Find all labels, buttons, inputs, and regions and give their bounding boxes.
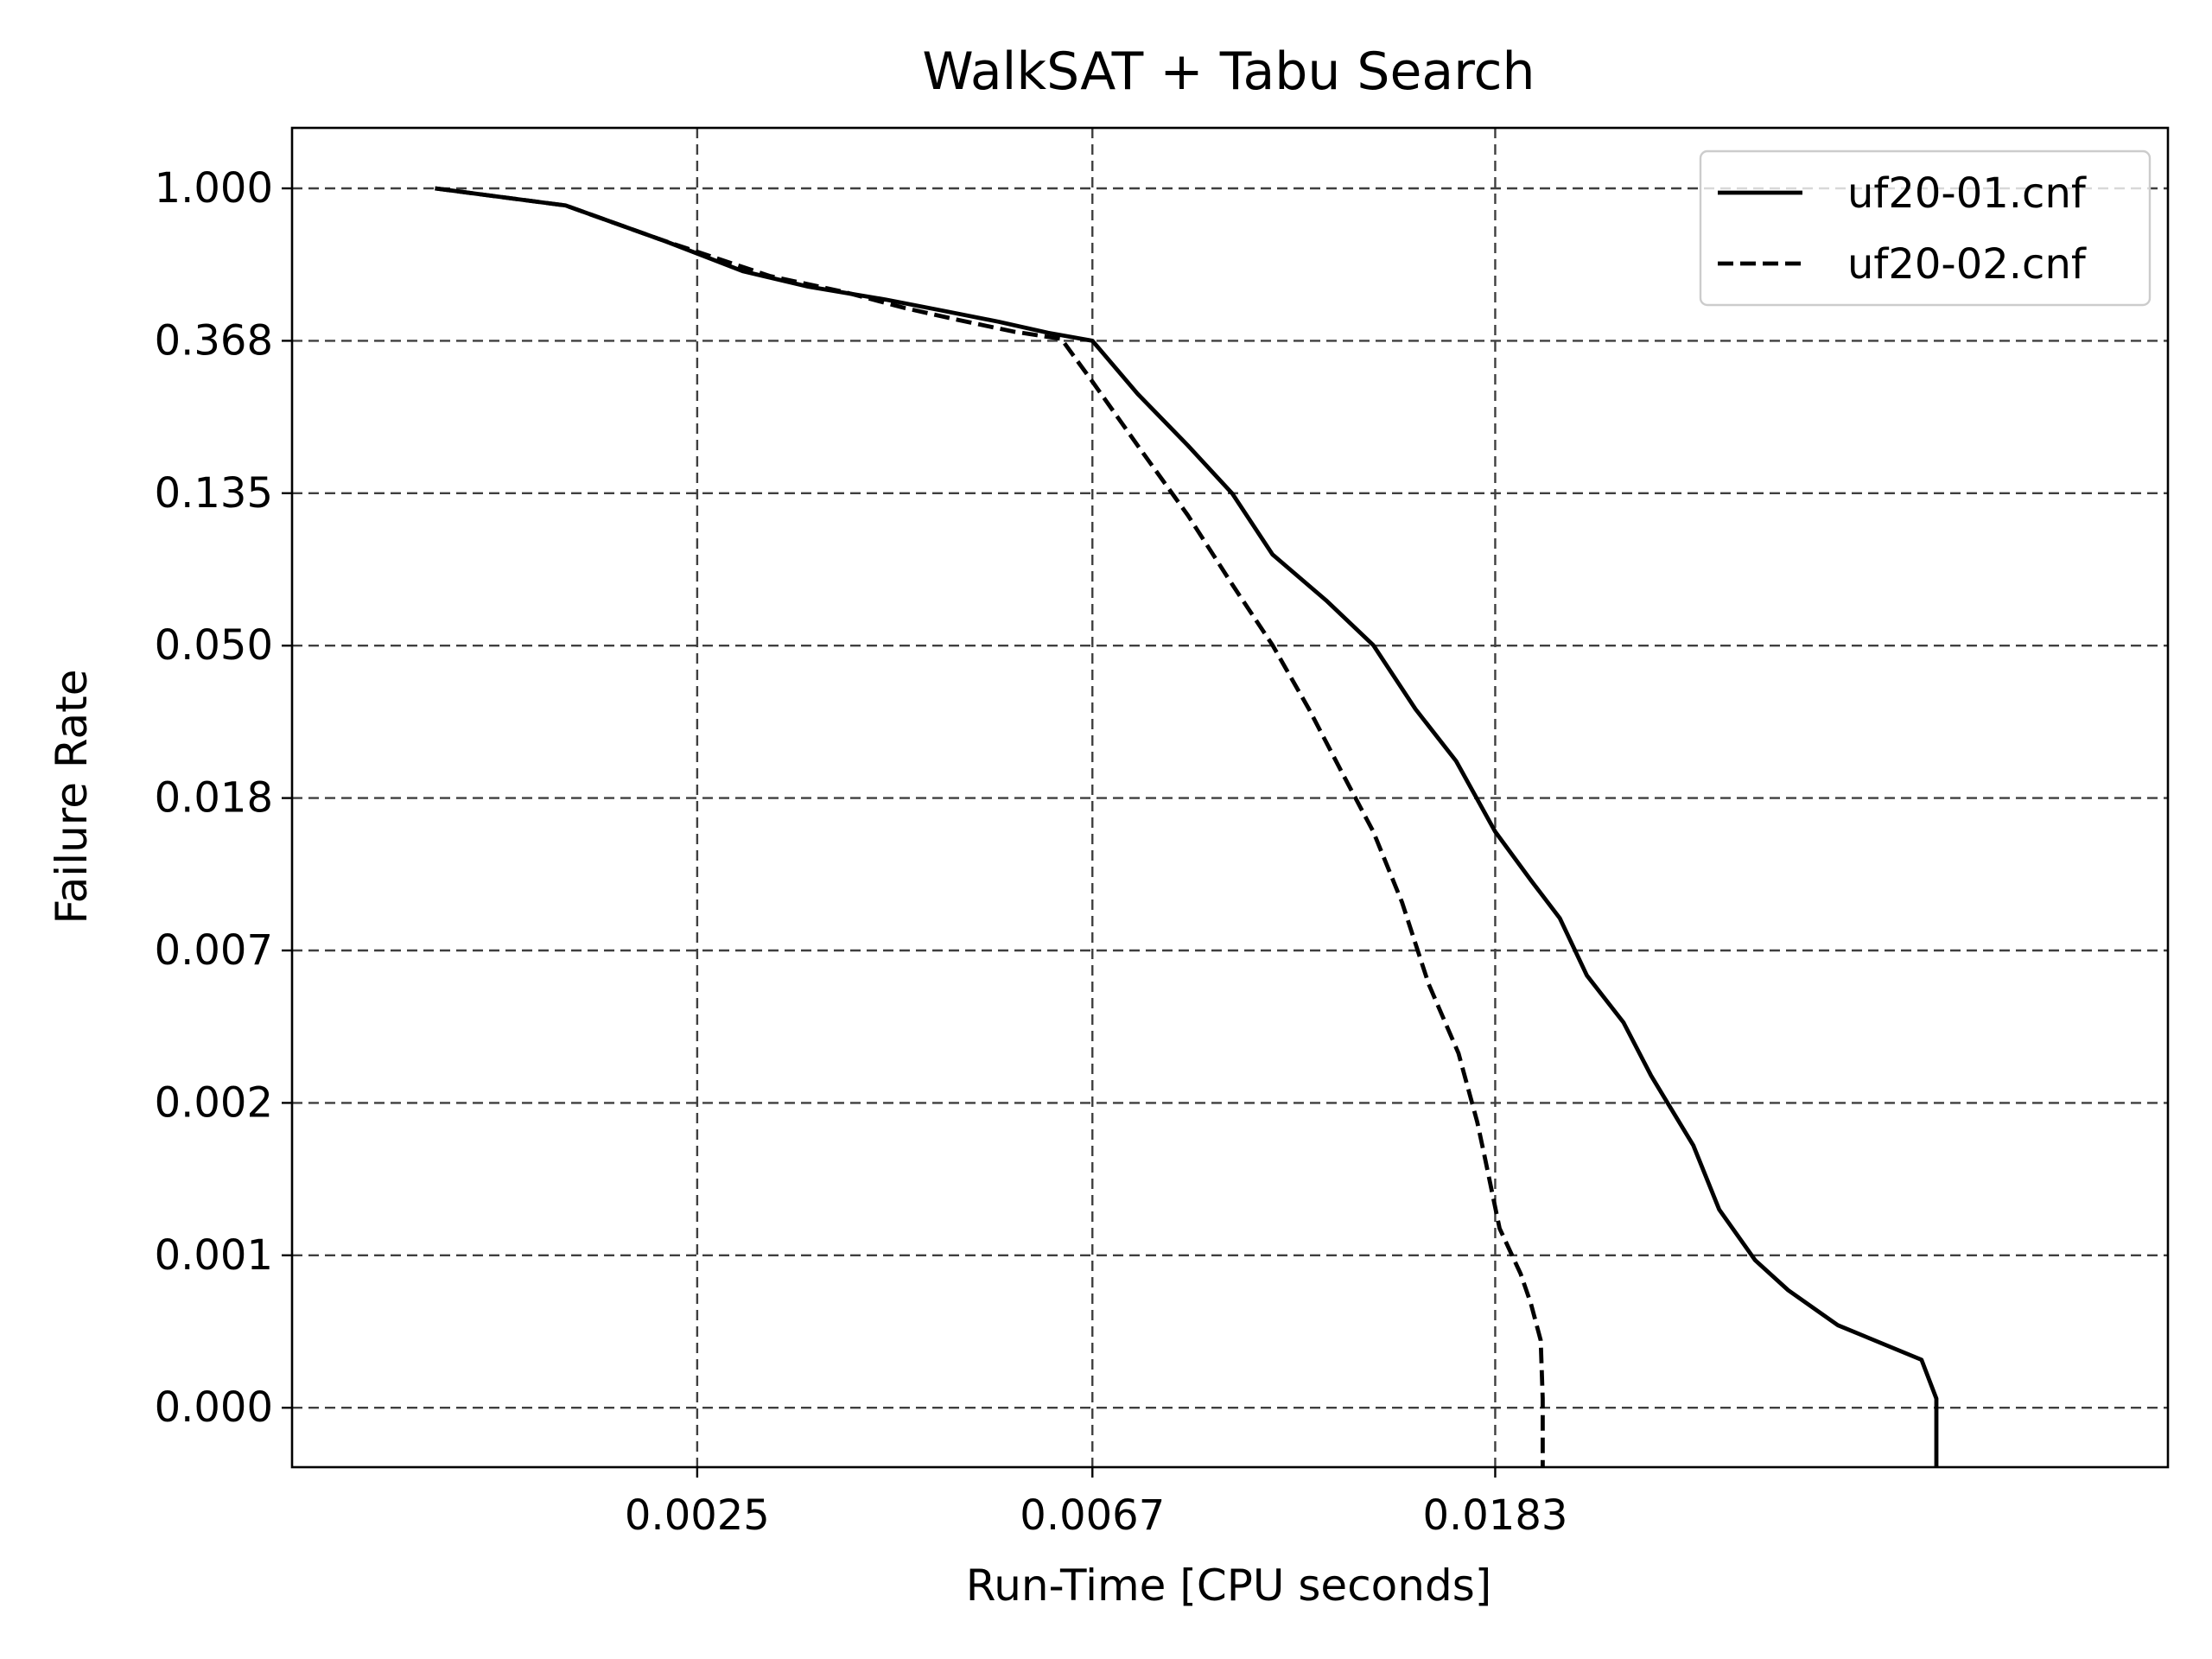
y-tick-label: 0.135 [155,469,273,518]
y-tick-label: 0.001 [155,1231,273,1280]
legend-box [1699,149,2152,307]
series-line-2 [435,186,1545,1467]
y-tick-label: 0.002 [155,1078,273,1127]
legend-label: uf20-02.cnf [1847,240,2087,289]
x-axis-label: Run-Time [CPU seconds] [966,1560,1492,1611]
grid-lines [292,128,2168,1467]
legend: uf20-01.cnf uf20-02.cnf [1699,149,2152,307]
series-layer [435,186,1939,1467]
y-axis-label: Failure Rate [47,669,97,924]
chart-title: WalkSAT + Tabu Search [922,41,1535,102]
ticks: 1.000 0.368 0.135 0.050 0.018 0.007 0.002 0.001… [155,164,1568,1540]
x-tick-label: 0.0183 [1422,1491,1567,1540]
legend-label: uf20-01.cnf [1847,169,2087,218]
y-tick-label: 0.018 [155,774,273,823]
series-line-1 [435,186,1939,1467]
x-tick-label: 0.0025 [625,1491,770,1540]
y-tick-label: 0.000 [155,1383,273,1432]
y-tick-label: 0.368 [155,316,273,365]
y-tick-label: 1.000 [155,164,273,213]
y-tick-label: 0.007 [155,926,273,975]
y-tick-label: 0.050 [155,621,273,670]
x-tick-label: 0.0067 [1020,1491,1165,1540]
